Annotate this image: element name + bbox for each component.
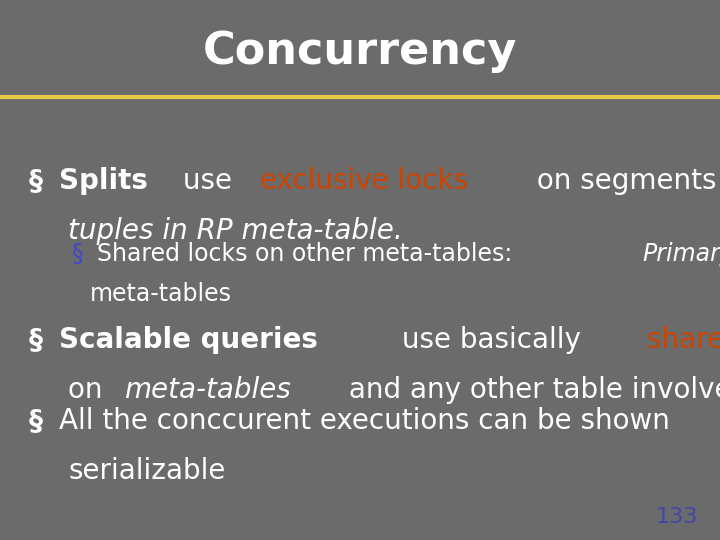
Text: and any other table involved: and any other table involved xyxy=(340,376,720,404)
Text: 133: 133 xyxy=(656,507,698,528)
Text: Splits: Splits xyxy=(59,167,148,195)
Text: §: § xyxy=(29,407,53,435)
Text: Shared locks on other meta-tables:: Shared locks on other meta-tables: xyxy=(96,242,520,266)
Text: exclusive locks: exclusive locks xyxy=(260,167,468,195)
Text: Scalable queries: Scalable queries xyxy=(59,326,318,354)
Text: use: use xyxy=(174,167,240,195)
Text: on: on xyxy=(68,376,112,404)
Text: meta-tables: meta-tables xyxy=(90,282,232,306)
Text: All the conccurent executions can be shown: All the conccurent executions can be sho… xyxy=(59,407,670,435)
Text: Primary: Primary xyxy=(642,242,720,266)
Text: §: § xyxy=(72,242,91,266)
Text: shared locks: shared locks xyxy=(647,326,720,354)
Text: on segments and: on segments and xyxy=(528,167,720,195)
Text: meta-tables: meta-tables xyxy=(125,376,292,404)
Text: serializable: serializable xyxy=(68,457,226,485)
Text: §: § xyxy=(29,326,53,354)
Text: §: § xyxy=(29,167,53,195)
Text: Concurrency: Concurrency xyxy=(203,30,517,73)
Text: tuples in RP meta-table.: tuples in RP meta-table. xyxy=(68,217,403,245)
Text: use basically: use basically xyxy=(393,326,590,354)
